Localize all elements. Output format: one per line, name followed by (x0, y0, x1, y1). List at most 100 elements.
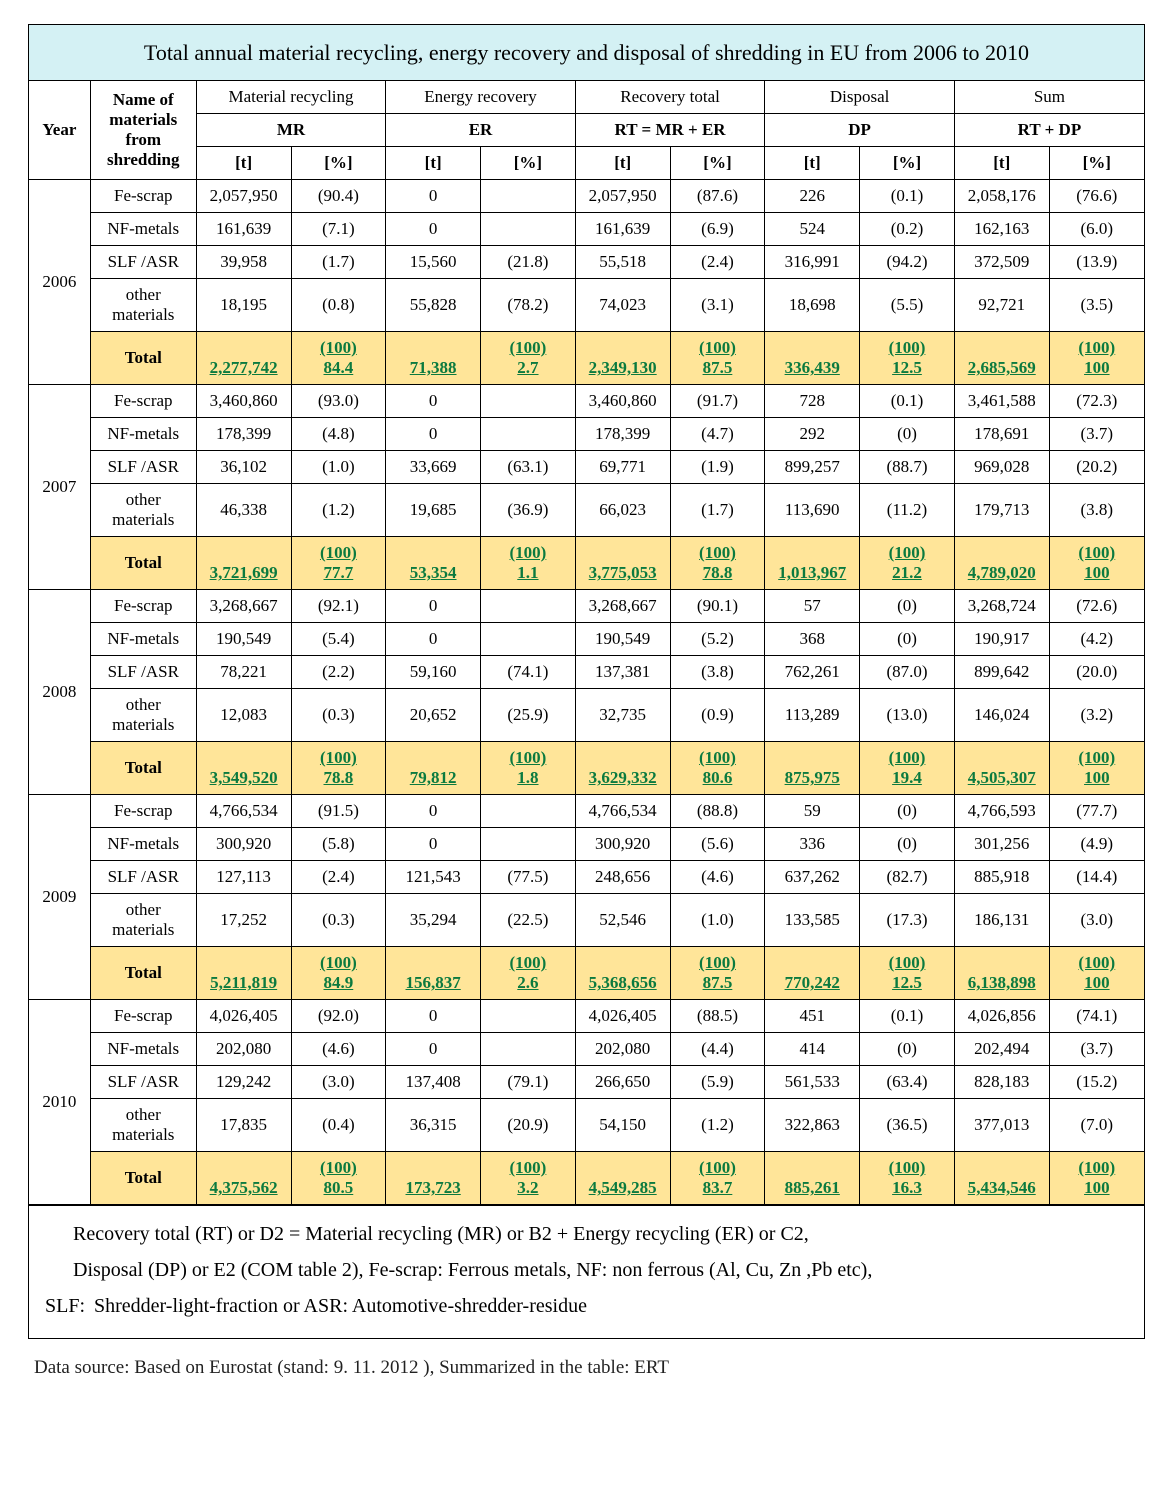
total-cell-t: 1,013,967 (765, 537, 860, 590)
data-cell: (3.7) (1049, 418, 1144, 451)
data-cell: 762,261 (765, 656, 860, 689)
col-sub-dp: DP (765, 114, 955, 147)
data-cell: 55,518 (575, 246, 670, 279)
data-cell: 301,256 (954, 828, 1049, 861)
data-cell: 20,652 (386, 689, 481, 742)
data-cell: 2,058,176 (954, 180, 1049, 213)
total-cell-t: 4,375,562 (196, 1152, 291, 1205)
footnote-line: Recovery total (RT) or D2 = Material rec… (73, 1216, 1126, 1252)
data-cell: (72.3) (1049, 385, 1144, 418)
data-cell: (7.0) (1049, 1099, 1144, 1152)
total-row: Total3,721,699(100)77.753,354(100)1.13,7… (29, 537, 1144, 590)
total-cell-pct: (100)87.5 (670, 947, 765, 1000)
total-cell-pct: (100)1.1 (481, 537, 576, 590)
data-cell: (22.5) (481, 894, 576, 947)
data-cell: (5.2) (670, 623, 765, 656)
data-cell (481, 1033, 576, 1066)
data-cell: (4.6) (670, 861, 765, 894)
data-cell: 0 (386, 1000, 481, 1033)
total-cell-t: 4,505,307 (954, 742, 1049, 795)
table-container: Total annual material recycling, energy … (28, 24, 1145, 1339)
data-cell: 0 (386, 213, 481, 246)
data-cell: 3,460,860 (575, 385, 670, 418)
data-cell: 3,460,860 (196, 385, 291, 418)
data-cell: (76.6) (1049, 180, 1144, 213)
data-cell: 292 (765, 418, 860, 451)
table-row: NF-metals202,080(4.6)0202,080(4.4)414(0)… (29, 1033, 1144, 1066)
data-cell: 17,835 (196, 1099, 291, 1152)
material-cell: NF-metals (90, 418, 196, 451)
data-cell: 377,013 (954, 1099, 1049, 1152)
data-cell: 52,546 (575, 894, 670, 947)
data-cell: 18,698 (765, 279, 860, 332)
total-cell-t: 5,368,656 (575, 947, 670, 1000)
data-cell: 0 (386, 795, 481, 828)
data-cell: 4,766,534 (575, 795, 670, 828)
data-cell: (92.0) (291, 1000, 386, 1033)
data-cell: 316,991 (765, 246, 860, 279)
total-cell-pct: (100)78.8 (670, 537, 765, 590)
data-cell: 35,294 (386, 894, 481, 947)
data-cell: (0.3) (291, 894, 386, 947)
data-cell: 0 (386, 623, 481, 656)
data-cell: 15,560 (386, 246, 481, 279)
total-cell-pct: (100)87.5 (670, 332, 765, 385)
data-cell: 226 (765, 180, 860, 213)
material-cell: SLF /ASR (90, 246, 196, 279)
data-cell: (1.2) (291, 484, 386, 537)
col-sub-sum: RT + DP (954, 114, 1144, 147)
data-cell: 59,160 (386, 656, 481, 689)
material-cell: NF-metals (90, 623, 196, 656)
data-cell: 55,828 (386, 279, 481, 332)
year-cell: 2010 (29, 1000, 90, 1205)
col-group-er: Energy recovery (386, 81, 576, 114)
col-group-mr: Material recycling (196, 81, 386, 114)
data-cell: (2.4) (291, 861, 386, 894)
material-cell: other materials (90, 894, 196, 947)
table-row: 2008Fe-scrap3,268,667(92.1)03,268,667(90… (29, 590, 1144, 623)
data-cell: (72.6) (1049, 590, 1144, 623)
material-cell: other materials (90, 279, 196, 332)
data-cell: 0 (386, 590, 481, 623)
data-cell: 179,713 (954, 484, 1049, 537)
table-row: other materials12,083(0.3)20,652(25.9)32… (29, 689, 1144, 742)
unit-pct: [%] (670, 147, 765, 180)
total-cell-t: 2,349,130 (575, 332, 670, 385)
data-cell: 4,766,534 (196, 795, 291, 828)
data-cell: (0) (860, 623, 955, 656)
data-cell: (0) (860, 418, 955, 451)
data-cell: 133,585 (765, 894, 860, 947)
data-cell: (0.1) (860, 385, 955, 418)
data-cell: (2.4) (670, 246, 765, 279)
data-cell: 3,461,588 (954, 385, 1049, 418)
year-cell: 2007 (29, 385, 90, 590)
material-cell: Fe-scrap (90, 385, 196, 418)
total-cell-pct: (100)84.4 (291, 332, 386, 385)
data-cell: (5.5) (860, 279, 955, 332)
total-cell-pct: (100)12.5 (860, 947, 955, 1000)
col-sub-mr: MR (196, 114, 386, 147)
data-cell: 113,690 (765, 484, 860, 537)
data-cell: (15.2) (1049, 1066, 1144, 1099)
total-cell-pct: (100)12.5 (860, 332, 955, 385)
data-cell: (1.0) (291, 451, 386, 484)
data-cell: (0.1) (860, 180, 955, 213)
data-cell: (88.8) (670, 795, 765, 828)
data-cell: 885,918 (954, 861, 1049, 894)
total-cell-pct: (100)100 (1049, 947, 1144, 1000)
data-cell: 637,262 (765, 861, 860, 894)
table-row: SLF /ASR127,113(2.4)121,543(77.5)248,656… (29, 861, 1144, 894)
data-cell: 300,920 (575, 828, 670, 861)
total-cell-pct: (100)100 (1049, 742, 1144, 795)
data-cell: 36,315 (386, 1099, 481, 1152)
data-cell: (25.9) (481, 689, 576, 742)
data-cell: 137,381 (575, 656, 670, 689)
data-cell: 161,639 (196, 213, 291, 246)
data-cell: 36,102 (196, 451, 291, 484)
data-cell: (3.0) (1049, 894, 1144, 947)
total-cell-pct: (100)100 (1049, 537, 1144, 590)
data-cell: 202,080 (575, 1033, 670, 1066)
unit-pct: [%] (1049, 147, 1144, 180)
data-cell: (6.9) (670, 213, 765, 246)
material-cell: other materials (90, 689, 196, 742)
